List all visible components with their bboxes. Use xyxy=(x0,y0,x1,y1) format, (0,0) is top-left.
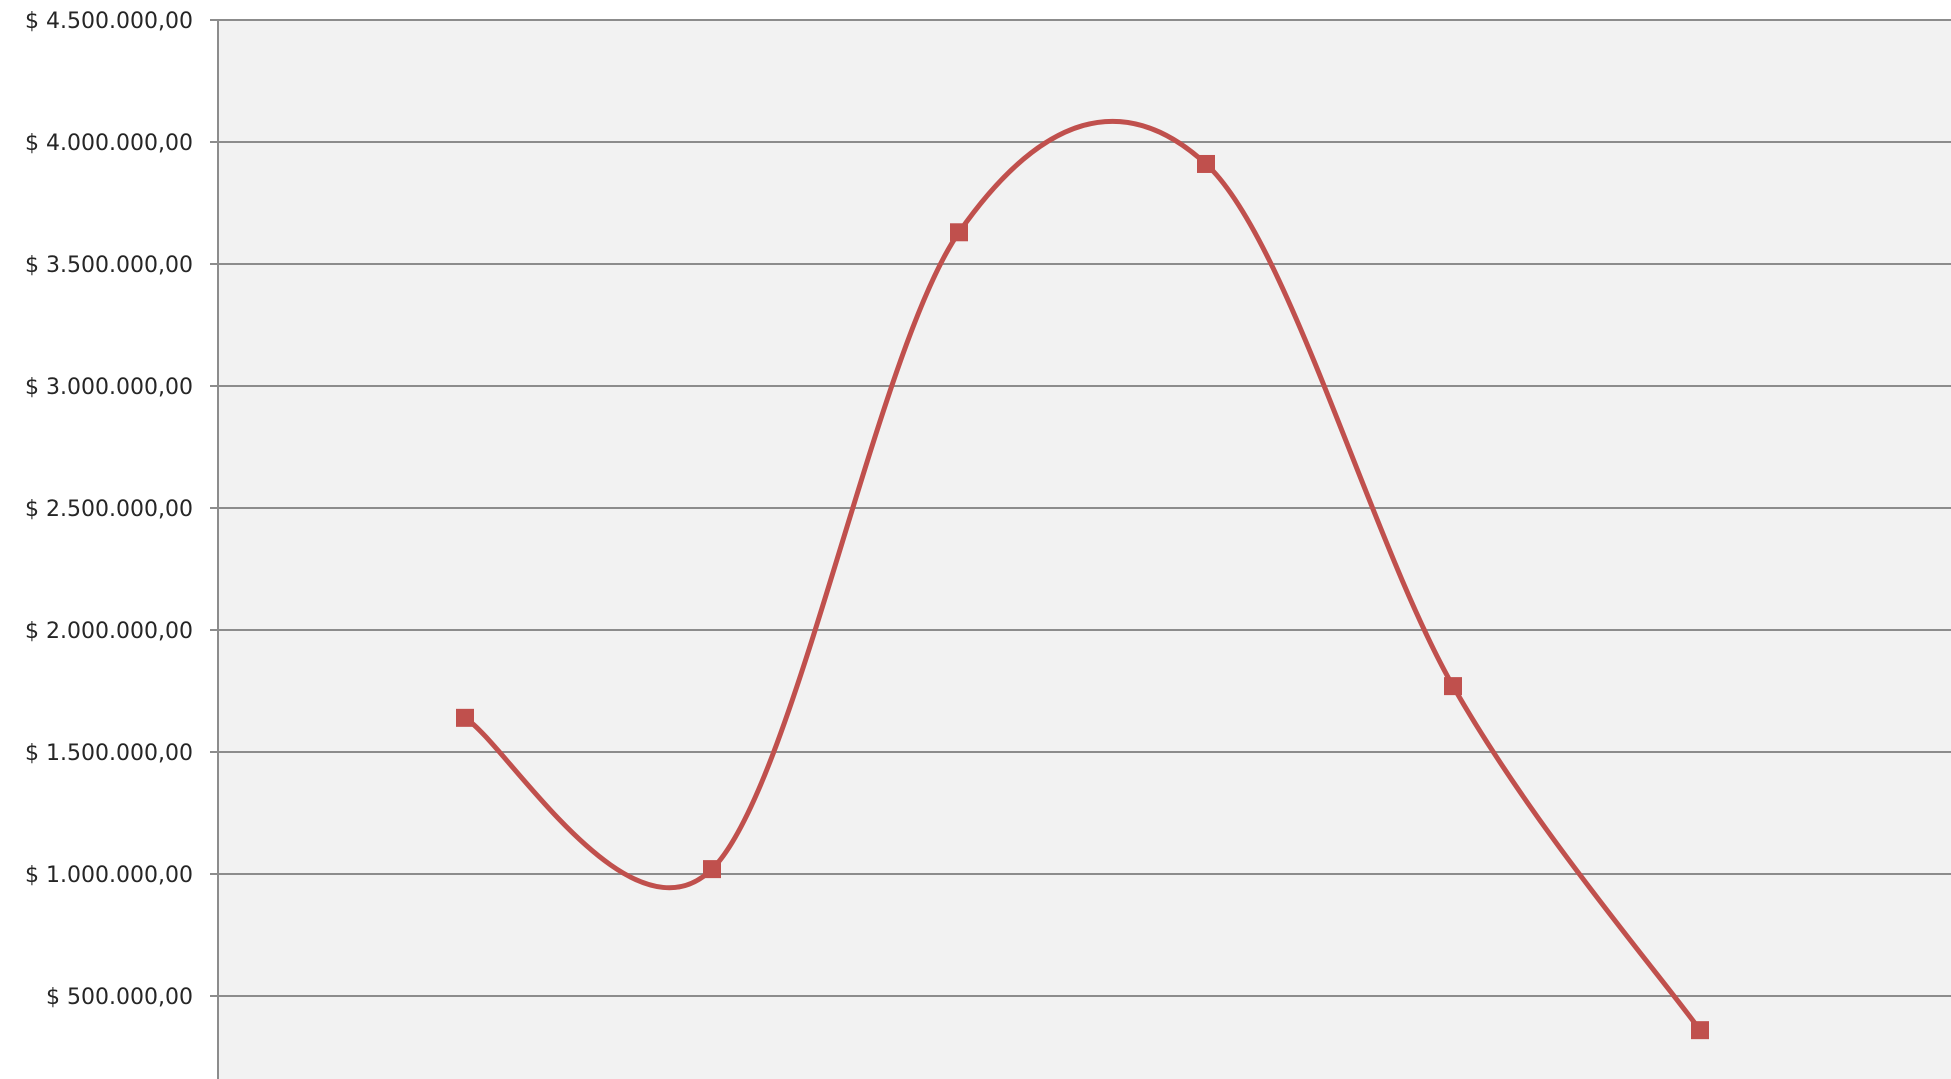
series-layer xyxy=(462,118,1703,1033)
marker-layer xyxy=(456,154,1709,1040)
y-tick-label: $ 3.000.000,00 xyxy=(25,375,193,400)
data-point-marker xyxy=(950,223,968,242)
data-point-marker xyxy=(1197,154,1215,173)
y-tick-label: $ 1.000.000,00 xyxy=(25,863,193,888)
y-tick-label: $ 3.500.000,00 xyxy=(25,253,193,278)
data-point-marker xyxy=(456,708,474,727)
gridlines xyxy=(210,19,1951,997)
data-point-marker xyxy=(1691,1021,1709,1040)
y-tick-label: $ 4.000.000,00 xyxy=(25,131,193,156)
data-point-marker xyxy=(1444,677,1462,696)
y-tick-label: $ 500.000,00 xyxy=(46,985,193,1010)
plot-area xyxy=(218,19,1951,1079)
y-tick-label: $ 2.000.000,00 xyxy=(25,619,193,644)
y-tick-label: $ 2.500.000,00 xyxy=(25,497,193,522)
y-tick-label: $ 4.500.000,00 xyxy=(25,9,193,34)
data-point-marker xyxy=(703,860,721,879)
y-tick-label: $ 1.500.000,00 xyxy=(25,741,193,766)
y-axis-tick-labels: $ 500.000,00 $ 1.000.000,00 $ 1.500.000,00… xyxy=(25,9,193,1010)
series-line xyxy=(462,118,1703,1033)
